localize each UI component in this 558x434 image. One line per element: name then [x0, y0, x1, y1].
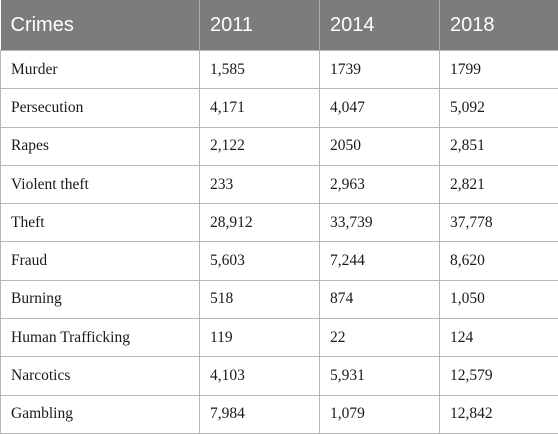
value-2011-cell: 4,103 — [199, 356, 320, 396]
value-2018-cell: 1799 — [439, 49, 558, 90]
value-2018-cell: 2,851 — [439, 126, 558, 166]
value-2018-cell: 1,050 — [439, 279, 558, 320]
header-cell-2014: 2014 — [319, 0, 440, 51]
header-cell-2011: 2011 — [199, 0, 320, 51]
value-2014-cell: 22 — [319, 318, 440, 358]
table-row: Burning 518 874 1,050 — [0, 279, 558, 320]
value-2014-cell: 7,244 — [319, 241, 440, 281]
value-2018-cell: 124 — [439, 318, 558, 358]
crime-name-cell: Violent theft — [0, 164, 200, 205]
table-row: Violent theft 233 2,963 2,821 — [0, 164, 558, 205]
table-body: Murder 1,585 1739 1799 Persecution 4,171… — [0, 49, 558, 434]
crime-name-cell: Theft — [0, 203, 200, 243]
value-2018-cell: 12,842 — [439, 394, 558, 434]
table-row: Theft 28,912 33,739 37,778 — [0, 203, 558, 243]
value-2018-cell: 12,579 — [439, 356, 558, 396]
table-row: Narcotics 4,103 5,931 12,579 — [0, 356, 558, 396]
value-2011-cell: 2,122 — [199, 126, 320, 166]
value-2018-cell: 5,092 — [439, 88, 558, 128]
value-2018-cell: 2,821 — [439, 164, 558, 205]
value-2014-cell: 5,931 — [319, 356, 440, 396]
header-row: Crimes 2011 2014 2018 — [0, 0, 558, 51]
value-2011-cell: 1,585 — [199, 49, 320, 90]
value-2011-cell: 5,603 — [199, 241, 320, 281]
value-2011-cell: 28,912 — [199, 203, 320, 243]
value-2018-cell: 8,620 — [439, 241, 558, 281]
table-row: Murder 1,585 1739 1799 — [0, 49, 558, 90]
value-2018-cell: 37,778 — [439, 203, 558, 243]
value-2014-cell: 2,963 — [319, 164, 440, 205]
crime-name-cell: Rapes — [0, 126, 200, 166]
table-row: Fraud 5,603 7,244 8,620 — [0, 241, 558, 281]
crime-name-cell: Narcotics — [0, 356, 200, 396]
value-2011-cell: 518 — [199, 279, 320, 320]
crime-name-cell: Persecution — [0, 88, 200, 128]
header-cell-crimes: Crimes — [0, 0, 200, 51]
value-2011-cell: 233 — [199, 164, 320, 205]
value-2014-cell: 4,047 — [319, 88, 440, 128]
table-row: Human Trafficking 119 22 124 — [0, 318, 558, 358]
value-2014-cell: 874 — [319, 279, 440, 320]
crime-name-cell: Human Trafficking — [0, 318, 200, 358]
value-2014-cell: 2050 — [319, 126, 440, 166]
crime-name-cell: Gambling — [0, 394, 200, 434]
value-2014-cell: 1739 — [319, 49, 440, 90]
header-cell-2018: 2018 — [439, 0, 558, 51]
table-row: Rapes 2,122 2050 2,851 — [0, 126, 558, 166]
value-2014-cell: 1,079 — [319, 394, 440, 434]
table-row: Persecution 4,171 4,047 5,092 — [0, 88, 558, 128]
crime-name-cell: Fraud — [0, 241, 200, 281]
value-2011-cell: 7,984 — [199, 394, 320, 434]
crime-name-cell: Burning — [0, 279, 200, 320]
table-row: Gambling 7,984 1,079 12,842 — [0, 394, 558, 434]
value-2011-cell: 119 — [199, 318, 320, 358]
crime-name-cell: Murder — [0, 49, 200, 90]
value-2011-cell: 4,171 — [199, 88, 320, 128]
table-header: Crimes 2011 2014 2018 — [0, 0, 558, 51]
value-2014-cell: 33,739 — [319, 203, 440, 243]
